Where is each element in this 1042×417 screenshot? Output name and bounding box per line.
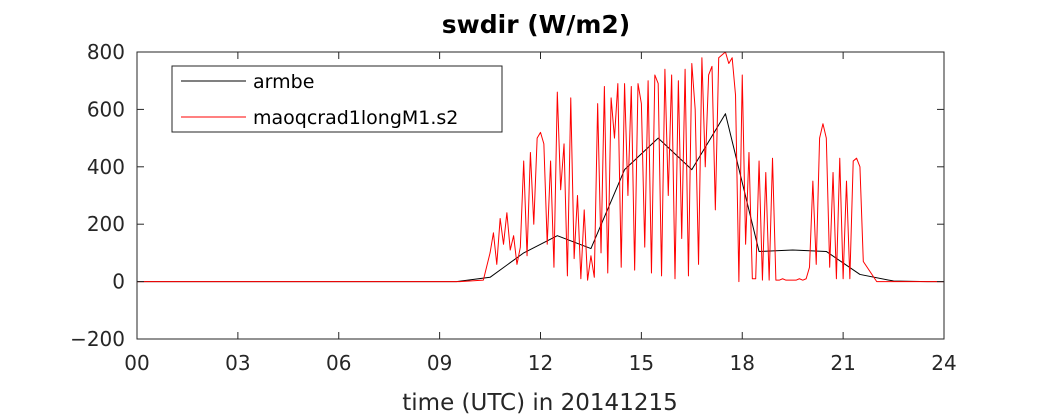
x-axis-label: time (UTC) in 20141215 (402, 390, 677, 416)
legend-label-maoqcrad1longm1-s2: maoqcrad1longM1.s2 (253, 107, 458, 129)
legend-label-armbe: armbe (253, 71, 314, 93)
x-tick-label: 21 (830, 351, 855, 375)
y-tick-label: 400 (87, 155, 125, 179)
legend: armbe maoqcrad1longM1.s2 (171, 65, 503, 133)
x-tick-label: 24 (931, 351, 956, 375)
series-layer (137, 51, 944, 283)
x-tick-label: 12 (528, 351, 553, 375)
legend-box (171, 65, 503, 133)
x-tick-label: 09 (427, 351, 452, 375)
chart-title: swdir (W/m2) (442, 10, 630, 39)
y-tick-label: 800 (87, 40, 125, 64)
x-tick-label: 06 (326, 351, 351, 375)
y-tick-label: 200 (87, 212, 125, 236)
x-tick-label: 03 (225, 351, 250, 375)
x-tick-label: 15 (629, 351, 654, 375)
series-line-maoqcrad1longm1-s2 (137, 51, 944, 283)
ticks-layer: 00 03 06 09 12 15 18 21 24 −200 0 200 400 600 800 (70, 40, 957, 375)
y-tick-label: 600 (87, 97, 125, 121)
y-tick-label: 0 (112, 270, 125, 294)
x-tick-label: 18 (730, 351, 755, 375)
x-tick-label: 00 (124, 351, 149, 375)
y-tick-label: −200 (70, 327, 125, 351)
